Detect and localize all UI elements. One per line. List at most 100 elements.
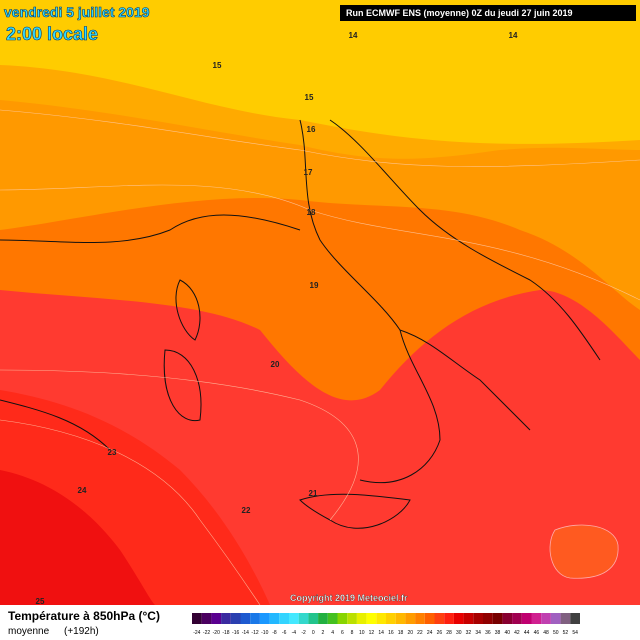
colorbar-tick-label: 32: [466, 630, 472, 636]
colorbar-tick-label: 26: [437, 630, 443, 636]
colorbar-cell: [327, 613, 338, 624]
colorbar-cell: [192, 613, 202, 624]
colorbar-cell: [560, 613, 571, 624]
colorbar-cell: [502, 613, 513, 624]
colorbar-cell: [201, 613, 212, 624]
contour-label: 21: [309, 489, 318, 498]
colorbar-tick-label: 36: [485, 630, 491, 636]
warm-pocket: [549, 524, 619, 579]
colorbar-cell: [230, 613, 241, 624]
colorbar-tick-label: 46: [534, 630, 540, 636]
colorbar-cell: [395, 613, 406, 624]
colorbar-tick-label: -10: [261, 630, 268, 636]
colorbar-tick-label: 28: [446, 630, 452, 636]
colorbar: -24 -22 -20 -18 -16 -14 -12 -10 -8 -6 -4 -2 0 2 4 6 8 10 1…: [192, 613, 580, 636]
contour-label: 14: [349, 31, 358, 40]
contour-label: 24: [78, 486, 87, 495]
run-box: [340, 5, 636, 21]
colorbar-tick-label: 4: [331, 630, 334, 636]
contour-label: 23: [108, 448, 117, 457]
colorbar-cell: [415, 613, 425, 624]
colorbar-cell: [434, 613, 445, 624]
colorbar-tick-label: 14: [378, 630, 384, 636]
colorbar-tick-label: 40: [504, 630, 510, 636]
contour-label: 18: [307, 208, 316, 217]
contour-label: 16: [307, 125, 316, 134]
colorbar-tick-label: -8: [272, 630, 277, 636]
colorbar-tick-label: -14: [242, 630, 249, 636]
colorbar-cell: [337, 613, 348, 624]
colorbar-cell: [473, 613, 483, 624]
colorbar-cell: [570, 613, 580, 624]
colorbar-tick-label: 50: [553, 630, 559, 636]
colorbar-cell: [289, 613, 299, 624]
colorbar-cell: [512, 613, 522, 624]
colorbar-tick-label: 42: [514, 630, 520, 636]
colorbar-tick-label: 34: [475, 630, 481, 636]
footer-title: Température à 850hPa (°C): [8, 609, 160, 623]
run-info: Run ECMWF ENS (moyenne) 0Z du jeudi 27 j…: [346, 8, 573, 18]
colorbar-cell: [541, 613, 551, 624]
colorbar-cell: [386, 613, 396, 624]
colorbar-tick-label: -18: [222, 630, 229, 636]
colorbar-tick-label: 8: [351, 630, 354, 636]
colorbar-tick-label: 54: [572, 630, 578, 636]
contour-labels: 14 14 15 15 16 17 18 19 20 21 22 23 24 25: [36, 31, 518, 606]
colorbar-cell: [550, 613, 561, 624]
colorbar-tick-label: 0: [312, 630, 315, 636]
colorbar-cell: [463, 613, 474, 624]
colorbar-tick-label: -4: [292, 630, 297, 636]
contour-label: 15: [213, 61, 222, 70]
colorbar-cell: [492, 613, 503, 624]
isotherms: [0, 109, 640, 606]
colorbar-tick-label: 16: [388, 630, 394, 636]
footer-subtitle: moyenne: [8, 626, 50, 637]
contour-label: 20: [271, 360, 280, 369]
colorbar-cell: [259, 613, 270, 624]
colorbar-tick-label: -6: [282, 630, 287, 636]
colorbar-tick-label: 22: [417, 630, 423, 636]
colorbar-cell: [347, 613, 357, 624]
colorbar-tick-label: 30: [456, 630, 462, 636]
colorbar-tick-label: -12: [251, 630, 258, 636]
contour-label: 19: [310, 281, 319, 290]
colorbar-cell: [356, 613, 367, 624]
date-title: vendredi 5 juillet 2019: [4, 4, 150, 20]
colorbar-tick-label: 24: [427, 630, 433, 636]
colorbar-tick-label: 48: [543, 630, 549, 636]
colorbar-tick-label: 2: [322, 630, 325, 636]
colorbar-cell: [308, 613, 319, 624]
coastlines: [0, 119, 601, 529]
colorbar-tick-label: 12: [369, 630, 375, 636]
colorbar-cell: [444, 613, 454, 624]
colorbar-cell: [269, 613, 280, 624]
contour-label: 17: [304, 168, 313, 177]
colorbar-tick-label: -2: [301, 630, 306, 636]
colorbar-cell: [250, 613, 260, 624]
colorbar-tick-label: -24: [193, 630, 200, 636]
colorbar-cell: [318, 613, 328, 624]
colorbar-tick-label: 44: [524, 630, 530, 636]
colorbar-cell: [483, 613, 493, 624]
contour-label: 15: [305, 93, 314, 102]
copyright: Copyright 2019 Meteociel.fr: [290, 593, 408, 603]
colorbar-cell: [279, 613, 289, 624]
colorbar-tick-label: 52: [563, 630, 569, 636]
colorbar-tick-label: -20: [213, 630, 220, 636]
colorbar-cell: [240, 613, 251, 624]
colorbar-tick-label: -22: [203, 630, 210, 636]
colorbar-cell: [298, 613, 309, 624]
colorbar-cell: [405, 613, 416, 624]
colorbar-tick-label: 18: [398, 630, 404, 636]
time-title: 2:00 locale: [6, 24, 98, 44]
colorbar-tick-label: -16: [232, 630, 239, 636]
colorbar-tick-label: 38: [495, 630, 501, 636]
contour-label: 22: [242, 506, 251, 515]
colorbar-cell: [366, 613, 377, 624]
colorbar-cell: [521, 613, 532, 624]
band-25: [0, 470, 155, 605]
contour-label: 25: [36, 597, 45, 606]
colorbar-cell: [376, 613, 386, 624]
